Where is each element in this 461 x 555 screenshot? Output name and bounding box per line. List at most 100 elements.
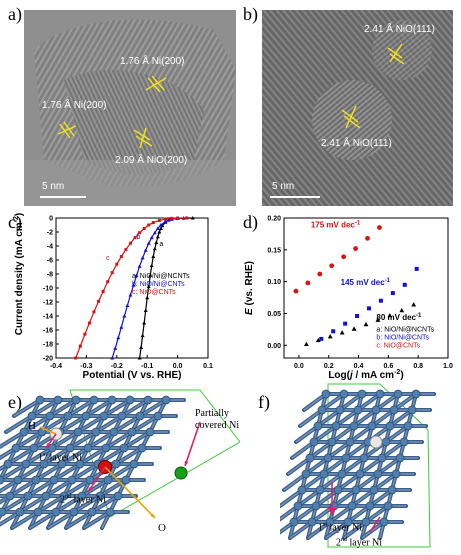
ni-atom — [411, 389, 421, 399]
data-point-c — [140, 333, 145, 338]
data-point-c — [74, 356, 78, 360]
plot-frame-c — [55, 217, 209, 359]
h-atom-label: H — [28, 420, 36, 432]
tem-texture-b — [262, 10, 453, 206]
ni-atom — [289, 517, 299, 527]
ni-atom — [57, 459, 67, 469]
data-point-d — [353, 246, 358, 251]
ni-atom — [13, 475, 23, 485]
ni-atom — [301, 469, 311, 479]
data-point-c — [128, 293, 133, 297]
curve-label-c: c — [106, 255, 110, 262]
ni-atom — [33, 507, 43, 517]
ni-atom — [335, 405, 345, 415]
data-point-c — [151, 254, 156, 258]
ni-bond-highlight — [79, 447, 107, 465]
ni-bond-highlight — [31, 399, 59, 417]
legend-item-d: a: NiO/Ni@NCNTs — [376, 326, 434, 333]
ni-atom — [399, 437, 409, 447]
data-point-c — [139, 345, 144, 349]
data-point-d — [411, 302, 417, 307]
ni-bond-highlight — [375, 393, 399, 411]
ni-bond-highlight — [385, 425, 409, 443]
ni-atom — [99, 411, 109, 421]
data-point-c — [154, 240, 159, 244]
ni-bond-highlight — [0, 463, 27, 481]
panel-b-label: b) — [243, 4, 258, 24]
ni-atom — [337, 469, 347, 479]
ni-bond-highlight — [55, 495, 83, 513]
ni-bond-highlight — [43, 447, 71, 465]
ni-bond-highlight — [53, 463, 81, 481]
ni-bond-highlight — [139, 399, 167, 417]
ytick-label-c: 0 — [49, 216, 53, 223]
ni-bond-highlight — [49, 399, 77, 417]
ni-bond-highlight — [309, 441, 333, 459]
ni-bond-highlight — [11, 511, 39, 529]
ni-bond-highlight — [0, 447, 17, 459]
ni-atom — [53, 395, 63, 405]
legend-item-c: c: NiO@CNTs — [132, 289, 176, 296]
first-layer-arrow-f-head — [328, 508, 336, 516]
ni-bond-highlight — [37, 495, 65, 513]
ni-atom — [395, 453, 405, 463]
ni-bond-highlight — [67, 399, 95, 417]
data-point-d — [355, 314, 360, 318]
ytick-label-c: -18 — [43, 342, 53, 349]
data-point-c — [163, 217, 167, 221]
data-point-d — [351, 326, 357, 331]
ytick-label-c: -2 — [47, 230, 53, 237]
o-arrow-head — [150, 513, 155, 518]
lattice-markers-a — [57, 75, 167, 149]
ni-surface-model-e — [0, 389, 240, 530]
ni-atom — [349, 421, 359, 431]
ni-atom — [321, 389, 331, 399]
ni-bond-highlight — [63, 479, 91, 497]
ni-bond-highlight — [7, 447, 35, 465]
curve-label-c: a — [159, 241, 163, 248]
data-point-d — [319, 336, 324, 341]
xtick-label-d: 0.2 — [324, 363, 334, 370]
data-point-c — [157, 218, 161, 222]
ni-bond-highlight — [317, 409, 341, 427]
ni-bond-highlight — [45, 479, 73, 497]
lsv-chart: -0.4 -0.3 -0.2 -0.1 0.0 0.1 0 -2 -4 -6 -8 -10 -12 -14… — [13, 213, 213, 381]
data-point-c — [185, 216, 189, 220]
data-point-d — [317, 271, 323, 277]
data-point-c — [143, 248, 148, 252]
ni-bond-highlight — [341, 457, 365, 475]
xtick-label-d: 0.6 — [383, 363, 393, 370]
data-point-c — [145, 295, 150, 300]
data-point-c — [97, 299, 101, 303]
slope-label-d: 80 mV dec-1 — [376, 313, 422, 322]
data-point-d — [339, 330, 345, 335]
ni-atom — [387, 485, 397, 495]
ni-bond-highlight — [103, 399, 131, 417]
ytick-label-c: -4 — [47, 244, 53, 251]
ni-bond-highlight — [115, 447, 143, 465]
tem-image-a — [24, 10, 236, 206]
ni-bond-highlight — [17, 463, 45, 481]
ni-bond-highlight — [95, 415, 123, 433]
ni-atom — [319, 469, 329, 479]
ni-bond-highlight — [121, 399, 149, 417]
ni-atom — [19, 427, 29, 437]
data-point-d — [399, 307, 405, 313]
data-point-c — [170, 216, 174, 220]
ni-bond-highlight — [335, 409, 359, 427]
data-point-d — [378, 298, 383, 303]
data-point-c — [151, 221, 155, 225]
ni-surface-model-f — [280, 383, 436, 548]
ni-bond-highlight — [329, 505, 353, 523]
tafel-chart: 0.0 0.2 0.4 0.6 0.8 1.0 0.00 0.05 0.10 0.15 0.20 E… — [244, 216, 453, 382]
ytick-label-c: -14 — [43, 314, 53, 321]
ni-bond-highlight — [91, 495, 119, 513]
data-point-d — [327, 333, 333, 339]
ni-bond-highlight — [123, 431, 151, 449]
ylabel-c: Current density (mA cm-2) — [13, 213, 25, 336]
ni-bond-highlight — [0, 479, 19, 492]
ni-bond-highlight — [361, 521, 385, 539]
data-point-d — [387, 312, 393, 318]
ni-bond-highlight — [373, 473, 397, 491]
ni-atom — [21, 459, 31, 469]
